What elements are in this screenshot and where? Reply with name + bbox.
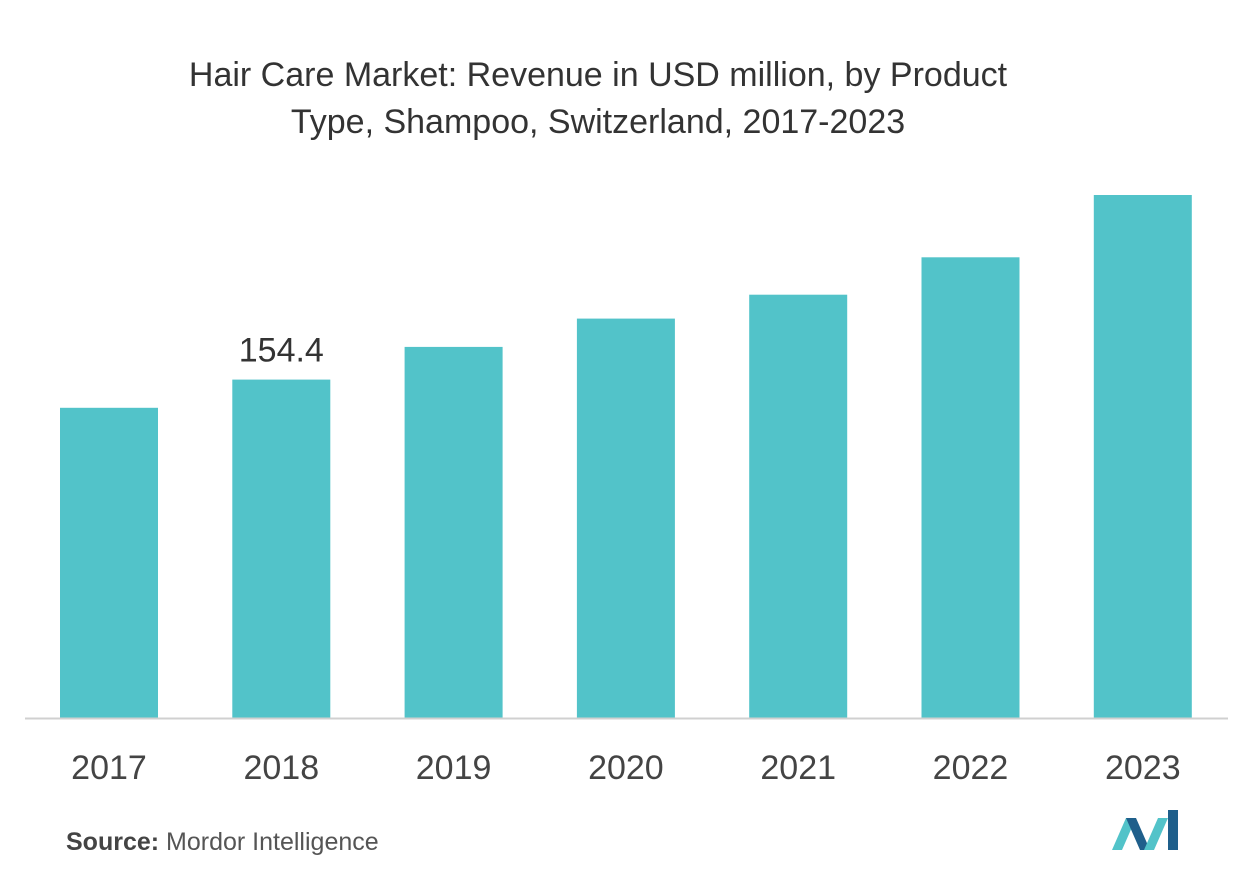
mordor-intelligence-logo-icon (1112, 810, 1178, 850)
chart-title: Hair Care Market: Revenue in USD million… (0, 52, 1196, 146)
chart-title-line-2: Type, Shampoo, Switzerland, 2017-2023 (290, 103, 906, 141)
bar-2018 (232, 379, 331, 718)
x-tick-label-2023: 2023 (1105, 749, 1181, 787)
bar-2017 (60, 407, 158, 718)
x-tick-label-2022: 2022 (933, 749, 1009, 787)
bar-2019 (404, 346, 503, 718)
bar-2023 (1093, 195, 1192, 718)
x-tick-label-2017: 2017 (71, 749, 147, 787)
x-tick-label-2021: 2021 (760, 749, 836, 787)
source-note: Source: Mordor Intelligence (66, 828, 379, 857)
bar-2020 (576, 318, 675, 718)
data-label-2018: 154.4 (239, 332, 324, 370)
x-tick-label-2018: 2018 (243, 749, 319, 787)
x-tick-label-2019: 2019 (416, 749, 492, 787)
source-text: Mordor Intelligence (166, 828, 379, 856)
chart-title-line-1: Hair Care Market: Revenue in USD million… (188, 56, 1008, 94)
bar-2022 (921, 257, 1020, 718)
source-label: Source: (66, 828, 160, 856)
x-tick-label-2020: 2020 (588, 749, 664, 787)
bar-2021 (749, 294, 848, 718)
